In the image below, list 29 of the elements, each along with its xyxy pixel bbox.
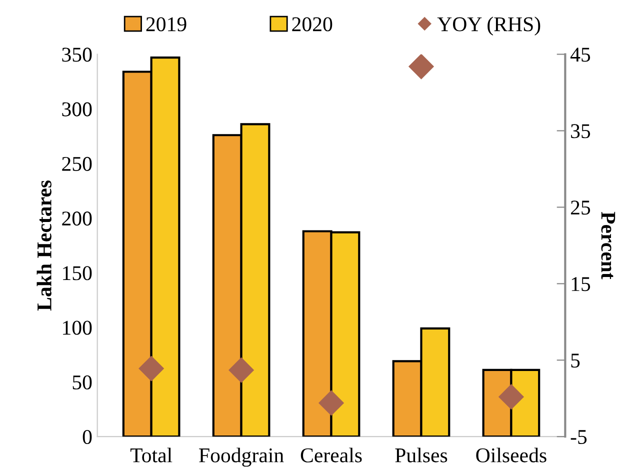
point: [318, 390, 344, 416]
y2-tick-label: -5: [570, 430, 587, 444]
y-tick-label: 200: [62, 212, 92, 226]
y-tick-label: 0: [82, 430, 92, 444]
point: [498, 384, 524, 410]
y-tick-label: 300: [62, 102, 92, 116]
x-tick-label: Oilseeds: [476, 448, 546, 462]
y-tick-label: 250: [62, 156, 92, 171]
y-tick-label: 150: [63, 266, 92, 280]
y2-tick-label: 5: [571, 354, 580, 368]
y2-tick-label: 45: [570, 48, 590, 62]
y-tick-label: 50: [72, 375, 92, 390]
point: [228, 357, 254, 383]
point: [408, 54, 434, 80]
y2-axis-title: Percent: [601, 212, 616, 280]
legend-label: 2019: [146, 17, 186, 32]
y2-tick-label: 35: [571, 124, 590, 138]
y2-tick-label: 15: [572, 277, 590, 292]
legend-label: YOY (RHS): [437, 16, 540, 36]
point: [138, 356, 164, 382]
x-tick-label: Cereals: [300, 448, 362, 462]
y-tick-label: 350: [62, 48, 92, 62]
x-tick-label: Total: [130, 448, 172, 462]
y2-tick-label: 25: [570, 200, 590, 215]
x-tick-label: Foodgrain: [199, 448, 284, 467]
y-axis-title: Lakh Hectares: [36, 180, 52, 311]
x-tick-label: Pulses: [395, 448, 448, 462]
y-tick-label: 100: [63, 320, 92, 335]
legend-label: 2020: [292, 17, 332, 32]
